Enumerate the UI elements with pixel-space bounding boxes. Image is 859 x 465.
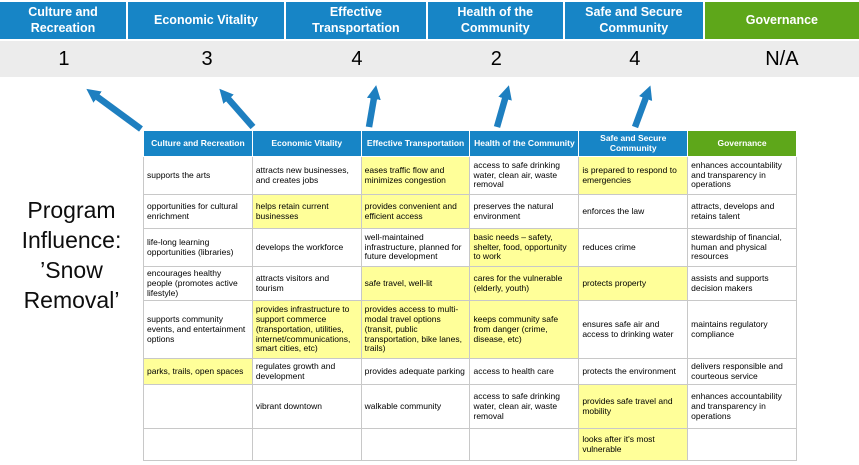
score-value-0: 1 — [58, 47, 70, 70]
matrix-cell-6-5: protects the environment — [578, 358, 689, 386]
matrix-cell-8-2 — [251, 428, 362, 462]
matrix-cell-2-6: attracts, develops and retains talent — [687, 194, 797, 229]
matrix-cell-1-1: supports the arts — [143, 156, 253, 195]
goal-header-5: Governance — [704, 2, 859, 39]
matrix-cell-1-2: attracts new businesses, and creates job… — [251, 156, 362, 195]
matrix-row-7: vibrant downtown walkable community access… — [143, 384, 797, 430]
influence-arrow-3 — [365, 85, 381, 128]
influence-arrow-4 — [493, 85, 512, 128]
matrix-cell-1-4: access to safe drinking water, clean air… — [469, 156, 580, 195]
matrix-cell-6-1: parks, trails, open spaces — [143, 358, 253, 386]
matrix-cell-5-4: keeps community safe from danger (crime,… — [469, 300, 580, 360]
score-value-3: 2 — [490, 47, 502, 70]
matrix-cell-4-4: cares for the vulnerable (elderly, youth… — [469, 265, 580, 302]
score-value-1: 3 — [201, 47, 213, 70]
matrix-cell-3-6: stewardship of financial, human and phys… — [687, 228, 797, 267]
matrix-row-2: opportunities for cultural enrichment hel… — [143, 194, 797, 229]
matrix-cell-5-5: ensures safe air and access to drinking … — [578, 300, 689, 360]
matrix-cell-8-4 — [469, 428, 580, 462]
matrix-cell-7-2: vibrant downtown — [251, 384, 362, 430]
matrix-cell-1-3: eases traffic flow and minimizes congest… — [360, 156, 471, 195]
matrix-header-3: Health of the Community — [469, 130, 580, 157]
score-value-2: 4 — [351, 47, 363, 70]
matrix-cell-2-1: opportunities for cultural enrichment — [143, 194, 253, 229]
goal-header-1: Economic Vitality — [127, 2, 287, 39]
matrix-row-3: life-long learning opportunities (librar… — [143, 228, 797, 267]
matrix-header-4: Safe and Secure Community — [578, 130, 689, 157]
matrix-cell-2-5: enforces the law — [578, 194, 689, 229]
matrix-header-0: Culture and Recreation — [143, 130, 253, 157]
matrix-cell-8-5: looks after it's most vulnerable — [578, 428, 689, 462]
matrix-cell-7-3: walkable community — [360, 384, 471, 430]
matrix-cell-6-2: regulates growth and development — [251, 358, 362, 386]
matrix-cell-5-6: maintains regulatory compliance — [687, 300, 797, 360]
influence-arrow-5 — [631, 85, 653, 129]
influence-arrow-1 — [86, 88, 143, 132]
matrix-cell-6-3: provides adequate parking — [360, 358, 471, 386]
matrix-cell-2-3: provides convenient and efficient access — [360, 194, 471, 229]
matrix-cell-4-1: encourages healthy people (promotes acti… — [143, 265, 253, 302]
matrix-cell-7-1 — [143, 384, 253, 430]
matrix-cell-6-6: delivers responsible and courteous servi… — [687, 358, 797, 386]
matrix-cell-7-5: provides safe travel and mobility — [578, 384, 689, 430]
program-influence-matrix: Culture and Recreation Economic Vitality E… — [143, 130, 797, 462]
matrix-cell-8-6 — [687, 428, 797, 462]
matrix-header-1: Economic Vitality — [251, 130, 362, 157]
matrix-cell-1-6: enhances accountability and transparency… — [687, 156, 797, 195]
matrix-cell-3-4: basic needs – safety, shelter, food, opp… — [469, 228, 580, 267]
matrix-body: supports the arts attracts new businesses… — [143, 156, 797, 462]
matrix-cell-2-2: helps retain current businesses — [251, 194, 362, 229]
program-title: Program Influence: ’Snow Removal’ — [21, 197, 122, 313]
goal-header-4: Safe and Secure Community — [564, 2, 705, 39]
matrix-cell-5-2: provides infrastructure to support comme… — [251, 300, 362, 360]
matrix-header-2: Effective Transportation — [360, 130, 471, 157]
score-strip: 1 3 4 2 4 N/A — [0, 41, 859, 77]
matrix-cell-4-2: attracts visitors and tourism — [251, 265, 362, 302]
goal-banner: Culture and Recreation Economic Vitality E… — [0, 2, 859, 39]
matrix-row-4: encourages healthy people (promotes acti… — [143, 265, 797, 302]
goal-header-0: Culture and Recreation — [0, 2, 128, 39]
matrix-cell-8-3 — [360, 428, 471, 462]
matrix-cell-6-4: access to health care — [469, 358, 580, 386]
matrix-cell-5-3: provides access to multi-modal travel op… — [360, 300, 471, 360]
matrix-cell-4-3: safe travel, well-lit — [360, 265, 471, 302]
matrix-cell-3-5: reduces crime — [578, 228, 689, 267]
goal-header-3: Health of the Community — [427, 2, 565, 39]
score-value-4: 4 — [629, 47, 641, 70]
matrix-row-6: parks, trails, open spaces regulates grow… — [143, 358, 797, 386]
matrix-cell-3-3: well-maintained infrastructure, planned … — [360, 228, 471, 267]
matrix-header-5: Governance — [687, 130, 797, 157]
matrix-row-1: supports the arts attracts new businesses… — [143, 156, 797, 195]
matrix-cell-3-2: develops the workforce — [251, 228, 362, 267]
matrix-header-row: Culture and Recreation Economic Vitality E… — [143, 130, 797, 157]
matrix-cell-4-6: assists and supports decision makers — [687, 265, 797, 302]
matrix-cell-1-5: is prepared to respond to emergencies — [578, 156, 689, 195]
matrix-row-5: supports community events, and entertain… — [143, 300, 797, 360]
matrix-cell-7-6: enhances accountability and transparency… — [687, 384, 797, 430]
score-value-5: N/A — [765, 47, 799, 70]
matrix-cell-2-4: preserves the natural environment — [469, 194, 580, 229]
matrix-cell-3-1: life-long learning opportunities (librar… — [143, 228, 253, 267]
goal-header-2: Effective Transportation — [286, 2, 428, 39]
matrix-row-8: looks after it's most vulnerable — [143, 428, 797, 462]
matrix-cell-7-4: access to safe drinking water, clean air… — [469, 384, 580, 430]
matrix-cell-8-1 — [143, 428, 253, 462]
influence-arrow-2 — [219, 88, 256, 130]
matrix-cell-5-1: supports community events, and entertain… — [143, 300, 253, 360]
matrix-cell-4-5: protects property — [578, 265, 689, 302]
